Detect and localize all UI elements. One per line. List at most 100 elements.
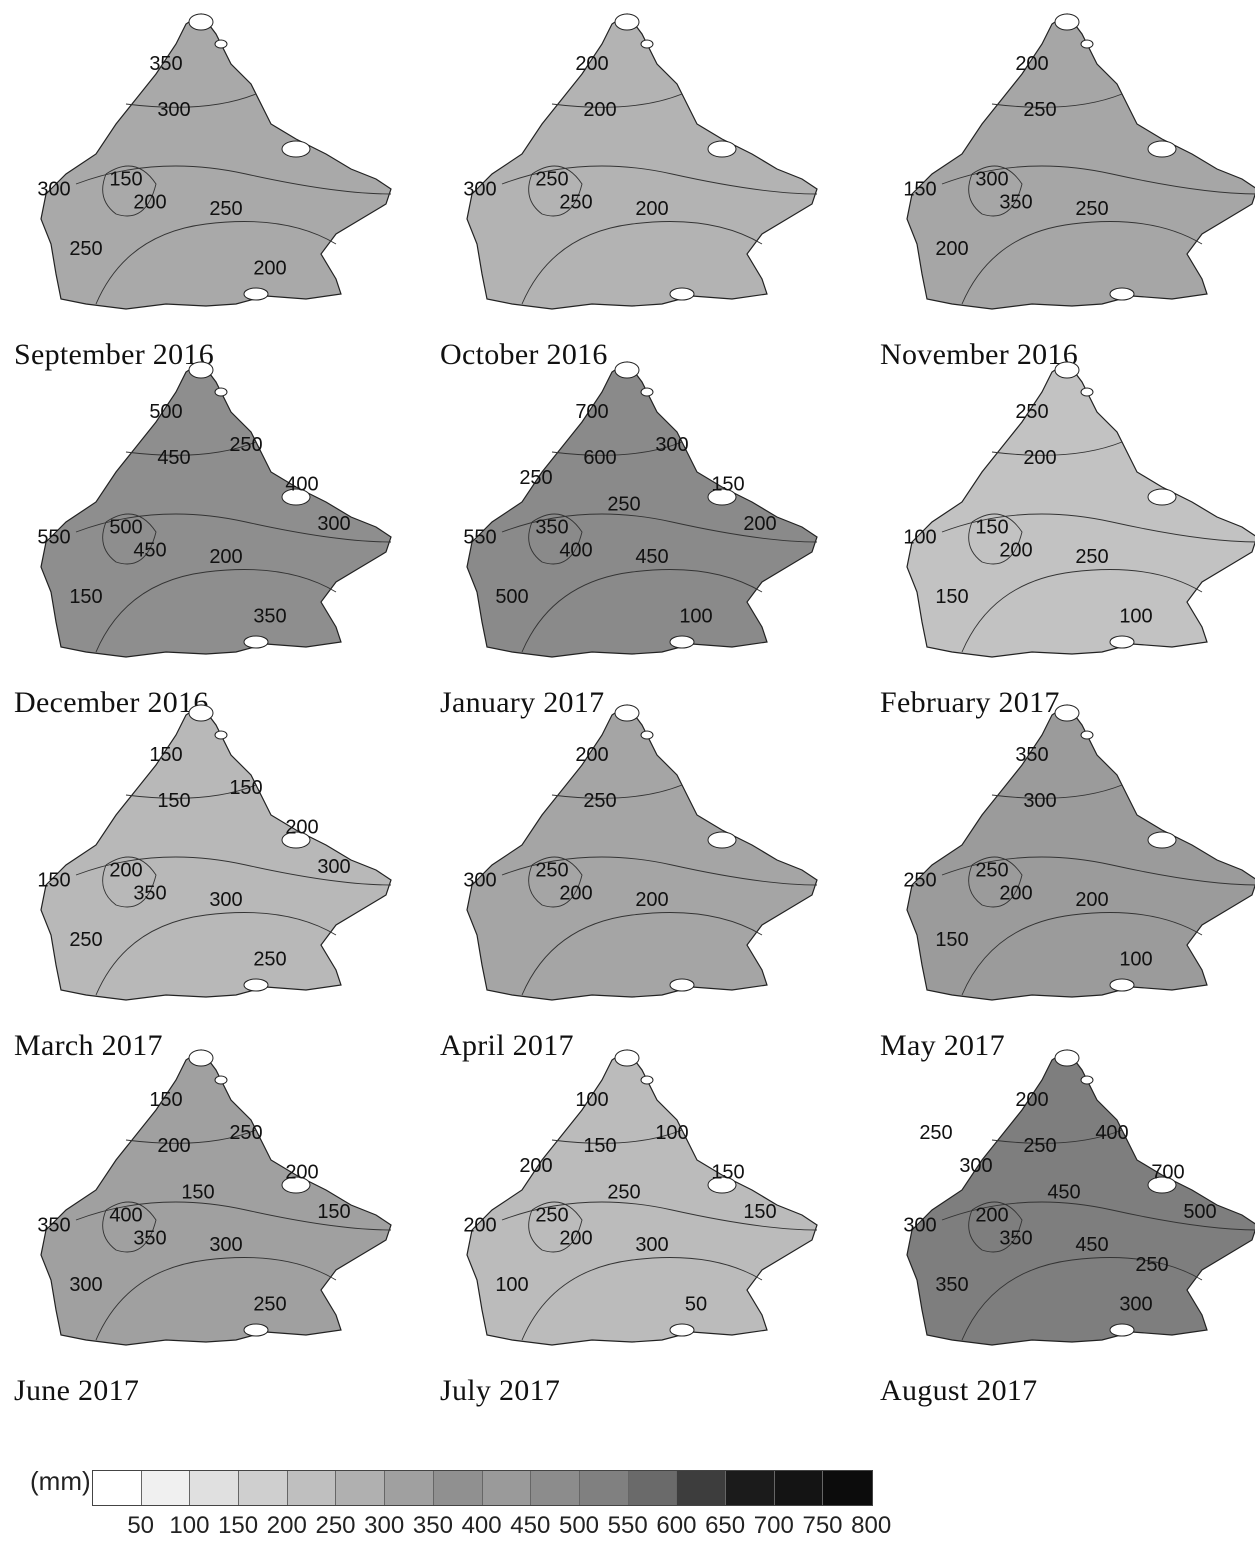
contour-line (528, 513, 583, 565)
map-caption: May 2017 (880, 1029, 1005, 1062)
contour-label: 250 (1015, 401, 1048, 423)
contour-label: 550 (37, 526, 70, 548)
contour-label: 200 (209, 546, 242, 568)
island-shape (281, 1176, 311, 1194)
contour-label: 200 (109, 860, 142, 882)
contour-label: 200 (157, 1135, 190, 1157)
land-region (906, 361, 1255, 658)
contour-label: 500 (109, 517, 142, 539)
map-caption: March 2017 (14, 1029, 163, 1062)
contour-label: 150 (711, 1162, 744, 1184)
contour-label: 200 (935, 238, 968, 260)
contour-label: 450 (157, 447, 190, 469)
legend-tick-label: 800 (851, 1512, 892, 1539)
island-shape (188, 704, 214, 722)
contour-label: 400 (285, 474, 318, 496)
contour-label: 350 (1015, 744, 1048, 766)
legend-swatch (531, 1471, 580, 1505)
contour-label: 250 (1075, 198, 1108, 220)
contour-label: 100 (495, 1274, 528, 1296)
contour-line (125, 1129, 257, 1144)
contour-label: 250 (535, 1205, 568, 1227)
contour-label: 500 (1183, 1201, 1216, 1223)
island-shape (1109, 635, 1135, 649)
island-shape (1054, 1049, 1080, 1067)
contour-label: 300 (317, 513, 350, 535)
contour-label: 250 (229, 434, 262, 456)
contour-line (521, 1257, 763, 1341)
contour-label: 150 (157, 790, 190, 812)
contour-label: 400 (559, 540, 592, 562)
contour-line (528, 1201, 583, 1253)
contour-label: 150 (935, 929, 968, 951)
contour-label: 300 (463, 869, 496, 891)
contour-label: 250 (69, 929, 102, 951)
contour-label: 50 (685, 1294, 707, 1316)
island-shape (188, 1049, 214, 1067)
contour-label: 200 (253, 258, 286, 280)
contour-line (521, 569, 763, 653)
map-caption: April 2017 (440, 1029, 574, 1062)
legend-tick-label: 750 (802, 1512, 843, 1539)
contour-label: 250 (1135, 1254, 1168, 1276)
island-shape (188, 361, 214, 379)
contour-line (551, 93, 683, 108)
contour-label: 450 (1047, 1181, 1080, 1203)
contour-label: 150 (583, 1135, 616, 1157)
contour-label: 150 (229, 777, 262, 799)
map-caption: November 2016 (880, 338, 1079, 371)
contour-label: 150 (317, 1201, 350, 1223)
island-shape (614, 361, 640, 379)
contour-label: 300 (37, 178, 70, 200)
contour-line (968, 856, 1023, 908)
contour-line (75, 165, 392, 195)
legend-tick-label: 300 (364, 1512, 405, 1539)
island-shape (1147, 488, 1177, 506)
contour-line (941, 165, 1255, 195)
contour-label: 300 (157, 99, 190, 121)
contour-label: 150 (109, 169, 142, 191)
contour-label: 250 (583, 790, 616, 812)
legend-color-bar (92, 1470, 873, 1506)
map-caption: October 2016 (440, 338, 608, 371)
contour-line (968, 513, 1023, 565)
island-shape (1147, 831, 1177, 849)
island-shape (214, 387, 228, 397)
contour-label: 200 (285, 1162, 318, 1184)
contour-line (95, 912, 337, 996)
contour-label: 350 (253, 606, 286, 628)
land-region (906, 1049, 1255, 1346)
contour-label: 300 (209, 1234, 242, 1256)
land-region (466, 361, 818, 658)
contour-line (125, 93, 257, 108)
contour-label: 100 (655, 1122, 688, 1144)
map-caption: February 2017 (880, 686, 1060, 719)
legend-tick-label: 700 (753, 1512, 794, 1539)
contour-label: 700 (575, 401, 608, 423)
island-shape (707, 140, 737, 158)
contour-label: 150 (743, 1201, 776, 1223)
island-shape (669, 978, 695, 992)
contour-label: 200 (519, 1155, 552, 1177)
island-shape (1147, 1176, 1177, 1194)
map-caption: July 2017 (440, 1374, 561, 1407)
map-panel: 200 250 300 250 200 200 April 2017 (432, 695, 852, 1062)
contour-label: 200 (575, 744, 608, 766)
map-caption: December 2016 (14, 686, 209, 719)
land-region (466, 1049, 818, 1346)
island-shape (1109, 978, 1135, 992)
contour-label: 250 (69, 238, 102, 260)
contour-line (961, 569, 1203, 653)
legend: (mm) 50 100 150 200 250 300 350 400 450 500 550 600… (20, 1462, 900, 1542)
contour-label: 300 (959, 1155, 992, 1177)
contour-label: 350 (535, 517, 568, 539)
contour-label: 500 (495, 586, 528, 608)
contour-label: 250 (559, 192, 592, 214)
contour-label: 200 (1023, 447, 1056, 469)
contour-label: 200 (1015, 1089, 1048, 1111)
map-panel: 350 300 250 250 200 200 150 100 May 2017 (872, 695, 1255, 1062)
